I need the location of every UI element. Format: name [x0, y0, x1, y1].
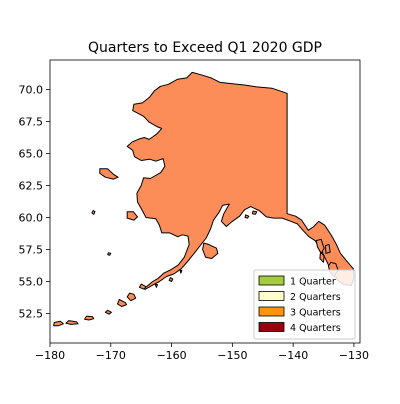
- alaska-island: [154, 283, 159, 288]
- y-tick-label: 67.5: [19, 115, 44, 128]
- x-tick-label: −140: [278, 349, 308, 362]
- alaska-island: [65, 320, 79, 325]
- alaska-island: [104, 309, 112, 315]
- alaska-island: [126, 211, 138, 221]
- alaska-island: [99, 168, 119, 180]
- legend-swatch: [258, 322, 285, 332]
- legend-swatch: [258, 275, 285, 286]
- legend-box: [253, 269, 356, 340]
- x-axis: −180 −170 −160 −150 −140 −130: [35, 343, 369, 362]
- x-tick-label: −180: [35, 349, 65, 362]
- x-tick-label: −150: [217, 349, 247, 362]
- y-tick-label: 62.5: [19, 179, 44, 192]
- y-tick-label: 70.0: [19, 83, 44, 96]
- y-tick-label: 55.0: [19, 276, 44, 289]
- legend-label: 3 Quarters: [290, 308, 341, 319]
- alaska-island: [138, 283, 147, 290]
- x-tick-label: −160: [156, 349, 186, 362]
- alaska-island: [117, 299, 128, 307]
- legend-swatch: [258, 291, 285, 301]
- alaska-island: [126, 292, 137, 302]
- y-tick-label: 52.5: [19, 308, 44, 321]
- map-title: Quarters to Exceed Q1 2020 GDP: [88, 40, 322, 56]
- alaska-island: [107, 252, 112, 256]
- y-tick-label: 65.0: [19, 147, 44, 160]
- alaska-island: [91, 210, 96, 215]
- y-tick-label: 60.0: [19, 212, 44, 225]
- alaska-island: [251, 210, 258, 215]
- alaska-island: [53, 320, 64, 327]
- alaska-island: [179, 269, 183, 274]
- y-tick-label: 57.5: [19, 244, 44, 257]
- legend: 1 Quarter 2 Quarters 3 Quarters 4 Quarters: [253, 269, 356, 340]
- legend-label: 1 Quarter: [290, 277, 336, 288]
- alaska-island: [244, 214, 250, 219]
- alaska-island: [84, 315, 95, 321]
- legend-swatch: [258, 306, 285, 317]
- y-axis: 52.5 55.0 57.5 60.0 62.5 65.0 67.5 70.0: [19, 83, 50, 321]
- alaska-island: [324, 243, 331, 254]
- x-tick-label: −130: [339, 349, 369, 362]
- x-tick-label: −170: [96, 349, 126, 362]
- alaska-island: [202, 242, 219, 259]
- legend-label: 4 Quarters: [290, 323, 341, 334]
- alaska-island: [319, 251, 325, 263]
- alaska-island: [168, 277, 174, 282]
- alaska-island: [315, 238, 325, 254]
- legend-label: 2 Quarters: [290, 292, 341, 303]
